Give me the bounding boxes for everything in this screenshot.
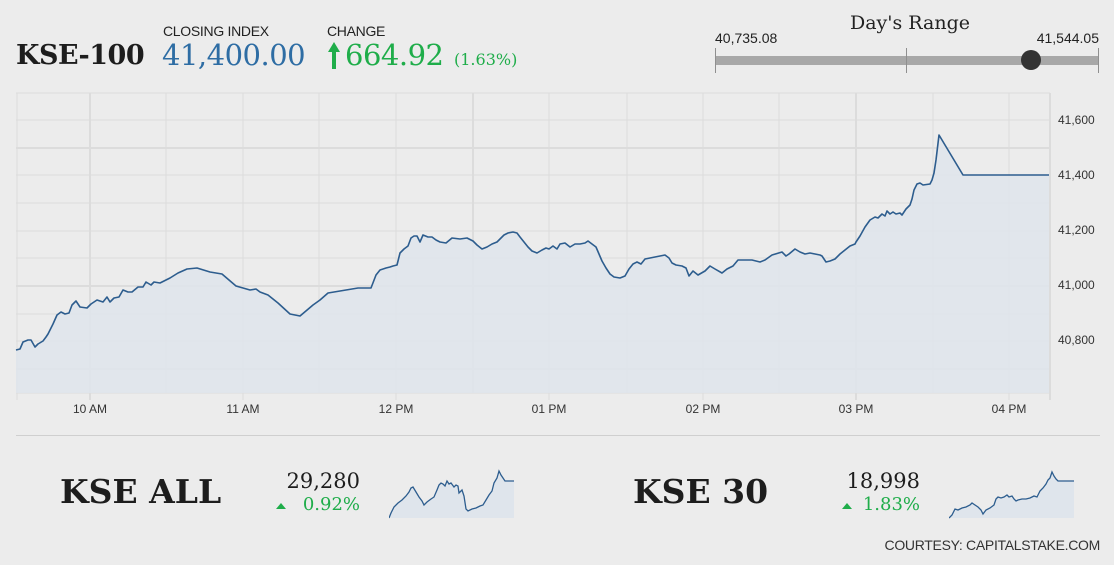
days-range-title: Day's Range (849, 12, 971, 34)
sub-index-name: KSE ALL (60, 472, 222, 511)
triangle-up-icon (276, 503, 286, 509)
x-tick-label: 01 PM (531, 402, 567, 416)
range-tick-high (1098, 48, 1099, 73)
change-value: 664.92 (345, 38, 444, 72)
sub-index-name: KSE 30 (633, 472, 769, 511)
x-tick-label: 12 PM (378, 402, 414, 416)
y-tick-label: 41,400 (1058, 168, 1095, 182)
courtesy-credit: COURTESY: CAPITALSTAKE.COM (884, 537, 1101, 553)
y-tick-label: 41,600 (1058, 113, 1095, 127)
days-range-high: 41,544.05 (1036, 30, 1099, 46)
range-tick-mid (906, 48, 907, 73)
x-tick-label: 03 PM (838, 402, 874, 416)
arrow-up-icon (328, 42, 340, 69)
x-tick-label: 04 PM (991, 402, 1027, 416)
kse-30-sparkline (949, 470, 1074, 519)
section-divider (16, 435, 1100, 436)
range-tick-low (715, 48, 716, 73)
days-range-bar (715, 56, 1099, 65)
y-tick-label: 40,800 (1058, 333, 1095, 347)
sub-index-value: 29,280 (286, 469, 360, 493)
y-tick-label: 41,200 (1058, 223, 1095, 237)
triangle-up-icon (842, 503, 852, 509)
sub-index-value: 18,998 (846, 469, 920, 493)
x-tick-label: 10 AM (72, 402, 108, 416)
y-tick-label: 41,000 (1058, 278, 1095, 292)
kse-all-sparkline (389, 469, 514, 519)
x-tick-label: 02 PM (685, 402, 721, 416)
kse100-intraday-chart[interactable] (0, 0, 1114, 430)
price-line (15, 134, 1049, 351)
change-label: CHANGE (327, 23, 386, 39)
closing-index-value: 41,400.00 (162, 38, 306, 72)
x-tick-label: 11 AM (226, 402, 260, 416)
sub-index-change: 1.83% (862, 494, 920, 515)
index-title: KSE-100 (16, 40, 145, 71)
sub-index-change: 0.92% (302, 494, 360, 515)
days-range-low: 40,735.08 (715, 30, 778, 46)
closing-index-label: CLOSING INDEX (163, 23, 269, 39)
days-range-current-marker (1021, 50, 1041, 70)
change-percent: (1.63%) (454, 50, 518, 69)
area-fill (16, 135, 1049, 393)
